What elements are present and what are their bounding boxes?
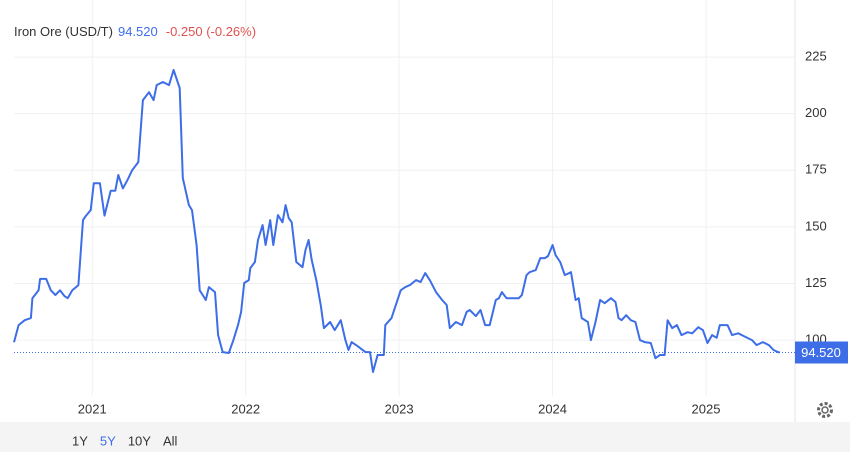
range-button[interactable]: All [163,433,178,448]
gear-teeth [817,402,833,418]
y-tick-label: 225 [805,49,827,64]
x-tick-label: 2022 [231,401,260,416]
y-tick-label: 175 [805,162,827,177]
chart-title: Iron Ore (USD/T) [14,24,113,39]
range-button[interactable]: 5Y [100,433,116,448]
x-tick-label: 2025 [692,401,721,416]
x-tick-label: 2021 [78,401,107,416]
gear-hub [821,406,829,414]
price-line [13,69,780,373]
range-button[interactable]: 10Y [128,433,151,448]
y-tick-label: 125 [805,275,827,290]
settings-icon[interactable] [817,402,833,418]
range-bar [0,422,850,452]
header: Iron Ore (USD/T) 94.520 -0.250 (-0.26%) [14,24,256,39]
price: 94.520 [118,24,158,39]
change: -0.250 (-0.26%) [166,24,256,39]
last-price-label: 94.520 [801,345,841,360]
x-tick-label: 2024 [538,401,567,416]
x-tick-label: 2023 [385,401,414,416]
y-tick-label: 200 [805,105,827,120]
y-tick-label: 150 [805,218,827,233]
last-price-box [795,341,848,364]
range-button[interactable]: 1Y [72,433,88,448]
